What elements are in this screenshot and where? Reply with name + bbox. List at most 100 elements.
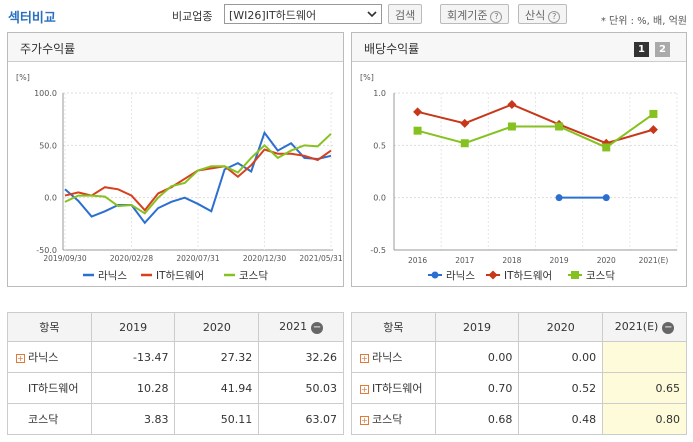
- dividend-table: 항목 2019 2020 2021(E) − + 라닉스 0.00 0.00 + IT…: [351, 312, 687, 435]
- expand-icon[interactable]: +: [16, 354, 25, 363]
- dividend-chart: [%] 1.0 0.5 0.0 -0.5 2016 2017 2018 2019 2020 2021…: [360, 73, 678, 282]
- cell: -13.47: [90, 341, 176, 373]
- series-line-라닉스: [64, 130, 332, 225]
- cell: 10.28: [90, 372, 176, 404]
- x-tick-label: 2020/07/31: [176, 254, 219, 263]
- data-point: [431, 271, 439, 279]
- unit-text: * 단위 : %, 배, 억원: [600, 16, 687, 27]
- col-header: 2020: [518, 312, 604, 342]
- x-tick-label: 2016: [408, 256, 427, 265]
- y-tick-label: 0.5: [373, 141, 386, 150]
- row-name: 코스닥: [7, 403, 92, 435]
- compare-label: 비교업종: [172, 10, 213, 23]
- table-row: + IT하드웨어 0.70 0.52 0.65: [351, 372, 687, 404]
- industry-select-value: [WI26]IT하드웨어: [229, 9, 317, 22]
- table-row: IT하드웨어 10.28 41.94 50.03: [7, 372, 344, 404]
- cell: 0.00: [518, 341, 604, 373]
- series-line-코스닥: [417, 113, 654, 149]
- data-point: [460, 118, 470, 128]
- row-name[interactable]: + 라닉스: [351, 341, 436, 373]
- cell: 0.68: [434, 403, 520, 435]
- dividend-panel: 배당수익률 1 2 [%] 1.0 0.5 0.0 -0.5 2016 2017 2018 20…: [351, 32, 687, 287]
- data-point: [648, 125, 658, 135]
- y-tick-label: -0.5: [370, 246, 386, 255]
- x-tick-label: 2021/05/31: [299, 254, 342, 263]
- row-name[interactable]: + 라닉스: [7, 341, 92, 373]
- industry-select[interactable]: [WI26]IT하드웨어: [224, 4, 382, 24]
- col-header: 2020: [174, 312, 260, 342]
- cell: 0.65: [602, 372, 687, 404]
- data-point: [555, 194, 563, 202]
- y-tick-label: 0.0: [44, 194, 57, 203]
- x-tick-label: 2021(E): [639, 256, 669, 265]
- search-button[interactable]: 검색: [388, 4, 423, 24]
- stock-return-title: 주가수익률: [8, 33, 343, 62]
- y-tick-label: 100.0: [34, 89, 57, 98]
- expand-icon[interactable]: +: [360, 385, 369, 394]
- cell: 27.32: [174, 341, 260, 373]
- cell: 63.07: [258, 403, 344, 435]
- series-line-코스닥: [64, 133, 332, 215]
- table-row: + 라닉스 -13.47 27.32 32.26: [7, 341, 344, 373]
- legend-label: 코스닥: [586, 270, 615, 282]
- data-point: [507, 122, 516, 131]
- chevron-down-icon: [367, 11, 377, 18]
- table-row: + 라닉스 0.00 0.00: [351, 341, 687, 373]
- expand-icon[interactable]: +: [360, 354, 369, 363]
- y-unit-label: [%]: [16, 73, 30, 82]
- x-tick-label: 2019: [550, 256, 569, 265]
- legend-label: 라닉스: [446, 270, 475, 282]
- data-point: [413, 126, 422, 135]
- data-point: [649, 109, 658, 118]
- col-header: 항목: [351, 312, 436, 342]
- y-unit-label: [%]: [360, 73, 374, 82]
- stock-return-panel: 주가수익률 [%] 100.0 50.0 0.0 -50.0 2019/09/30 2020…: [7, 32, 344, 287]
- row-name[interactable]: + 코스닥: [351, 403, 436, 435]
- expand-icon[interactable]: +: [360, 416, 369, 425]
- data-point: [602, 143, 611, 152]
- cell: 0.00: [434, 341, 520, 373]
- cell: 32.26: [258, 341, 344, 373]
- data-point: [555, 122, 564, 131]
- row-name: IT하드웨어: [7, 372, 92, 404]
- stock-return-table: 항목 2019 2020 2021− + 라닉스 -13.47 27.32 32.…: [7, 312, 344, 435]
- x-tick-label: 2020/02/28: [110, 254, 153, 263]
- col-header-2021e: 2021(E) −: [602, 312, 687, 342]
- x-tick-label: 2017: [455, 256, 474, 265]
- data-point: [413, 107, 423, 117]
- accounting-standard-button[interactable]: 회계기준?: [440, 4, 510, 24]
- collapse-icon[interactable]: −: [662, 322, 675, 334]
- page-title: 섹터비교: [8, 11, 56, 26]
- row-name[interactable]: + IT하드웨어: [351, 372, 436, 404]
- legend-label: IT하드웨어: [504, 269, 552, 282]
- col-header: 2019: [90, 312, 176, 342]
- collapse-icon[interactable]: −: [311, 322, 324, 334]
- table-row: + 코스닥 0.68 0.48 0.80: [351, 403, 687, 435]
- cell: 41.94: [174, 372, 260, 404]
- col-header: 항목: [7, 312, 92, 342]
- page-1-button[interactable]: 1: [634, 42, 649, 57]
- legend-label: IT하드웨어: [156, 269, 204, 282]
- cell: 50.11: [174, 403, 260, 435]
- cell: 0.80: [602, 403, 687, 435]
- legend-label: 코스닥: [239, 270, 268, 282]
- legend-label: 라닉스: [98, 270, 127, 282]
- cell: [602, 341, 687, 373]
- y-tick-label: 1.0: [373, 89, 386, 98]
- x-tick-label: 2020: [597, 256, 616, 265]
- help-icon: ?: [490, 11, 503, 23]
- cell: 0.52: [518, 372, 604, 404]
- page-2-button[interactable]: 2: [655, 42, 670, 57]
- x-tick-label: 2019/09/30: [43, 254, 86, 263]
- help-icon: ?: [548, 11, 561, 23]
- dividend-title: 배당수익률: [352, 33, 686, 62]
- cell: 0.48: [518, 403, 604, 435]
- formula-button[interactable]: 산식?: [518, 4, 568, 24]
- table-row: 코스닥 3.83 50.11 63.07: [7, 403, 344, 435]
- col-header: 2019: [434, 312, 520, 342]
- cell: 3.83: [90, 403, 176, 435]
- x-tick-label: 2020/12/30: [243, 254, 286, 263]
- y-tick-label: 0.0: [373, 194, 386, 203]
- cell: 50.03: [258, 372, 344, 404]
